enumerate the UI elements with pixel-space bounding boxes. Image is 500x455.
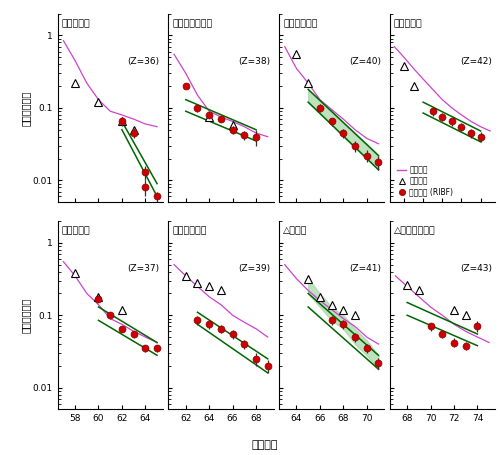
Text: イットリウム: イットリウム xyxy=(172,227,207,236)
Text: △テクネチウム: △テクネチウム xyxy=(394,227,436,236)
Text: (Z=41): (Z=41) xyxy=(349,264,381,273)
Text: △ニオブ: △ニオブ xyxy=(283,227,308,236)
Text: (Z=37): (Z=37) xyxy=(128,264,160,273)
Text: (Z=42): (Z=42) xyxy=(460,57,492,66)
Legend: 理論計算, 旧測定値, 新測定値 (RIBF): 理論計算, 旧測定値, 新測定値 (RIBF) xyxy=(396,164,455,198)
Text: (Z=36): (Z=36) xyxy=(128,57,160,66)
Text: ルビジウム: ルビジウム xyxy=(62,227,90,236)
Text: 中性子数: 中性子数 xyxy=(252,440,278,450)
Text: (Z=40): (Z=40) xyxy=(349,57,381,66)
Text: ジルコニウム: ジルコニウム xyxy=(283,19,318,28)
Text: (Z=43): (Z=43) xyxy=(460,264,492,273)
Text: クリプトン: クリプトン xyxy=(62,19,90,28)
Text: モリブデン: モリブデン xyxy=(394,19,422,28)
Text: ストロンチウム: ストロンチウム xyxy=(172,19,212,28)
Text: (Z=39): (Z=39) xyxy=(238,264,270,273)
Y-axis label: 半減期（秒）: 半減期（秒） xyxy=(21,90,31,126)
Text: (Z=38): (Z=38) xyxy=(238,57,270,66)
Y-axis label: 半減期（秒）: 半減期（秒） xyxy=(21,298,31,333)
